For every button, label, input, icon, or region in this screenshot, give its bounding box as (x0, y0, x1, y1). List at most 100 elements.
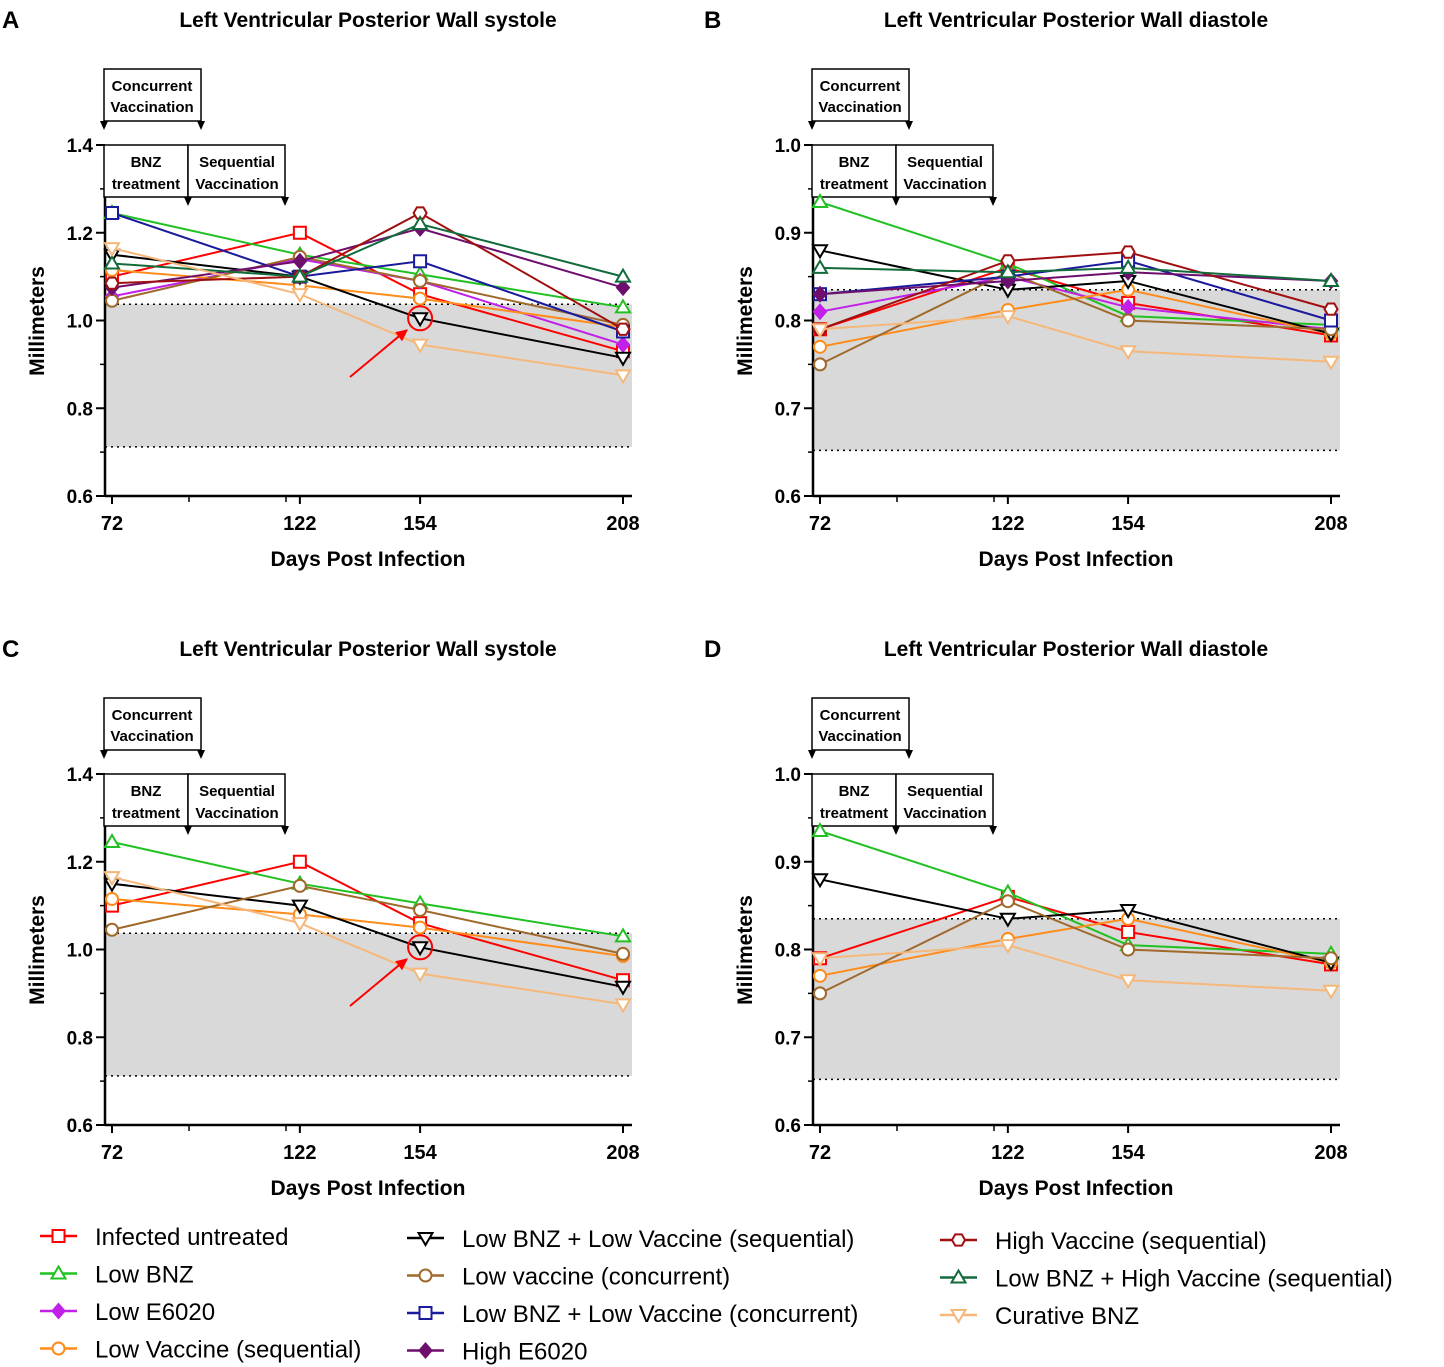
legend-marker (49, 1264, 68, 1280)
panel-a-point-highe6020 (615, 279, 631, 297)
panel-c-series-line-lowbnz (111, 841, 624, 938)
panel-d-series-line-lowvacconc (819, 900, 1332, 995)
panel-c-bnz-label-2: treatment (112, 805, 180, 822)
panel-d-bnz-label-1: BNZ (839, 783, 870, 800)
panel-d-point-lowvacconc (1121, 942, 1136, 957)
panel-d-concurrent-vaccination-box (811, 697, 910, 751)
panel-b-y-tick-label: 0.6 (775, 487, 801, 508)
panel-letter-a: A (2, 7, 19, 34)
legend-entry-label: Low Vaccine (sequential) (95, 1337, 361, 1364)
panel-a-highlight-circle (407, 305, 434, 332)
panel-c-annotation-arrowhead (197, 750, 205, 759)
panel-d-y-tick-label: 0.8 (775, 941, 801, 962)
panel-b-x-tick-label: 208 (1314, 513, 1347, 535)
panel-c-highlight-circle (407, 934, 434, 961)
panel-c-normal-range-band (105, 933, 632, 1076)
panel-c-point-lowvacconc (292, 878, 307, 893)
legend-entry-label: Low vaccine (concurrent) (462, 1264, 730, 1291)
panel-d-point-curative (1119, 974, 1137, 990)
panel-b-annotation-arrowhead (892, 197, 900, 206)
panel-c-series-line-infected (111, 860, 624, 982)
panel-b-sequential-label-2: Vaccination (903, 176, 986, 193)
panel-c-annotation-arrowhead (100, 750, 108, 759)
panel-d-x-axis-label: Days Post Infection (979, 1177, 1174, 1200)
panel-a-annotation-arrowhead (281, 197, 289, 206)
legend-marker (51, 1229, 66, 1243)
panel-d-y-tick-label: 1.0 (775, 765, 801, 786)
panel-b-concurrent-vaccination-box (811, 68, 910, 122)
panel-a-y-axis-label: Millimeters (26, 266, 49, 376)
panel-b-point-curative (999, 310, 1017, 326)
panel-a-x-tick-label: 72 (101, 513, 123, 535)
panel-d-point-curative (999, 939, 1017, 955)
panel-c-series-line-lowvacconc (111, 884, 624, 955)
panel-a-annotation-arrowhead (100, 121, 108, 130)
panel-d-point-lbnzlvseq (1119, 904, 1137, 919)
panel-d-bnz-label-2: treatment (820, 805, 888, 822)
panel-a-bnz-label-1: BNZ (131, 154, 162, 171)
panel-letter-d: D (704, 636, 721, 663)
panel-c-point-curative (614, 998, 632, 1014)
panel-d-series-line-lbnzlvseq (819, 878, 1332, 964)
panel-a-point-lbnzlvseq (614, 351, 632, 367)
panel-b-x-tick-label: 72 (809, 513, 831, 535)
panel-b-x-tick-label: 154 (1111, 513, 1145, 535)
panel-b-point-lbnzhvseq (1322, 272, 1340, 288)
panel-b-bnz-label-1: BNZ (839, 154, 870, 171)
panel-d-bnz-treatment-box (811, 773, 897, 827)
panel-b-y-tick-label: 0.8 (775, 312, 801, 333)
panel-a-point-lbnzlvconc (105, 206, 119, 221)
panel-c-y-axis-label: Millimeters (26, 895, 49, 1005)
panel-c-annotation-arrowhead (281, 826, 289, 835)
panel-c-point-lowvacseq (105, 892, 119, 907)
panel-c-point-lowbnz (614, 927, 632, 943)
panel-a-series-line-highvacseq (111, 211, 624, 331)
legend-marker (418, 1306, 433, 1320)
panel-c-point-lowbnz (103, 833, 121, 849)
panel-b-sequential-vaccination-box (895, 144, 994, 198)
panel-d-series-line-lowbnz (819, 830, 1332, 955)
panel-a-point-lbnzhvseq (291, 267, 309, 283)
panel-d-sequential-vaccination-box (895, 773, 994, 827)
panel-letter-c: C (2, 636, 19, 663)
panel-d-y-axis-label: Millimeters (734, 895, 757, 1005)
legend-marker (418, 1268, 433, 1283)
panel-b-point-lowe6020 (812, 303, 828, 321)
panel-a-point-lbnzhvseq (614, 267, 632, 283)
panel-a-point-curative (614, 369, 632, 385)
panel-d-point-curative (1322, 984, 1340, 1000)
panel-a-y-tick-label: 1.2 (67, 224, 93, 245)
panel-b-point-lbnzhvseq (999, 263, 1017, 279)
panel-c-bnz-label-1: BNZ (131, 783, 162, 800)
panel-a-annotation-arrowhead (197, 121, 205, 130)
panel-d-title: Left Ventricular Posterior Wall diastole (884, 638, 1268, 661)
panel-a-point-lowe6020 (615, 336, 631, 354)
panel-d-y-tick-label: 0.7 (775, 1028, 801, 1049)
panel-a-bnz-label-2: treatment (112, 176, 180, 193)
panel-d-point-lowvacconc (1324, 951, 1338, 966)
panel-b-bnz-treatment-box (811, 144, 897, 198)
panel-a-point-lbnzlvseq (411, 312, 429, 328)
panel-b-x-axis-label: Days Post Infection (979, 548, 1174, 571)
panel-b-chart: Left Ventricular Posterior Wall diastole… (734, 9, 1348, 571)
legend-entry-label: Low E6020 (95, 1299, 215, 1326)
panel-b-series-line-lowvacconc (819, 271, 1332, 366)
panel-b-point-curative (1322, 355, 1340, 371)
panel-a-point-curative (411, 338, 429, 354)
legend-marker (416, 1232, 435, 1247)
panel-a-sequential-vaccination-box (187, 144, 286, 198)
panel-a-y-tick-label: 0.8 (67, 399, 93, 420)
panel-b-point-lowvacseq (813, 339, 827, 354)
panel-d-annotation-arrowhead (989, 826, 997, 835)
panel-d-sequential-label-2: Vaccination (903, 805, 986, 822)
legend-marker (51, 1302, 66, 1320)
panel-d-series-line-lowvacseq (819, 917, 1332, 977)
panel-c-point-infected (292, 854, 307, 869)
panel-c-concurrent-vaccination-box (103, 697, 202, 751)
panel-b-point-highe6020 (812, 285, 828, 303)
panel-c-point-lowvacconc (105, 922, 119, 937)
panel-a-point-lbnzhvseq (103, 254, 121, 270)
panel-a-point-infected (292, 225, 307, 240)
panel-a-series-line-infected (111, 231, 624, 353)
panel-a-sequential-label-1: Sequential (199, 154, 275, 171)
